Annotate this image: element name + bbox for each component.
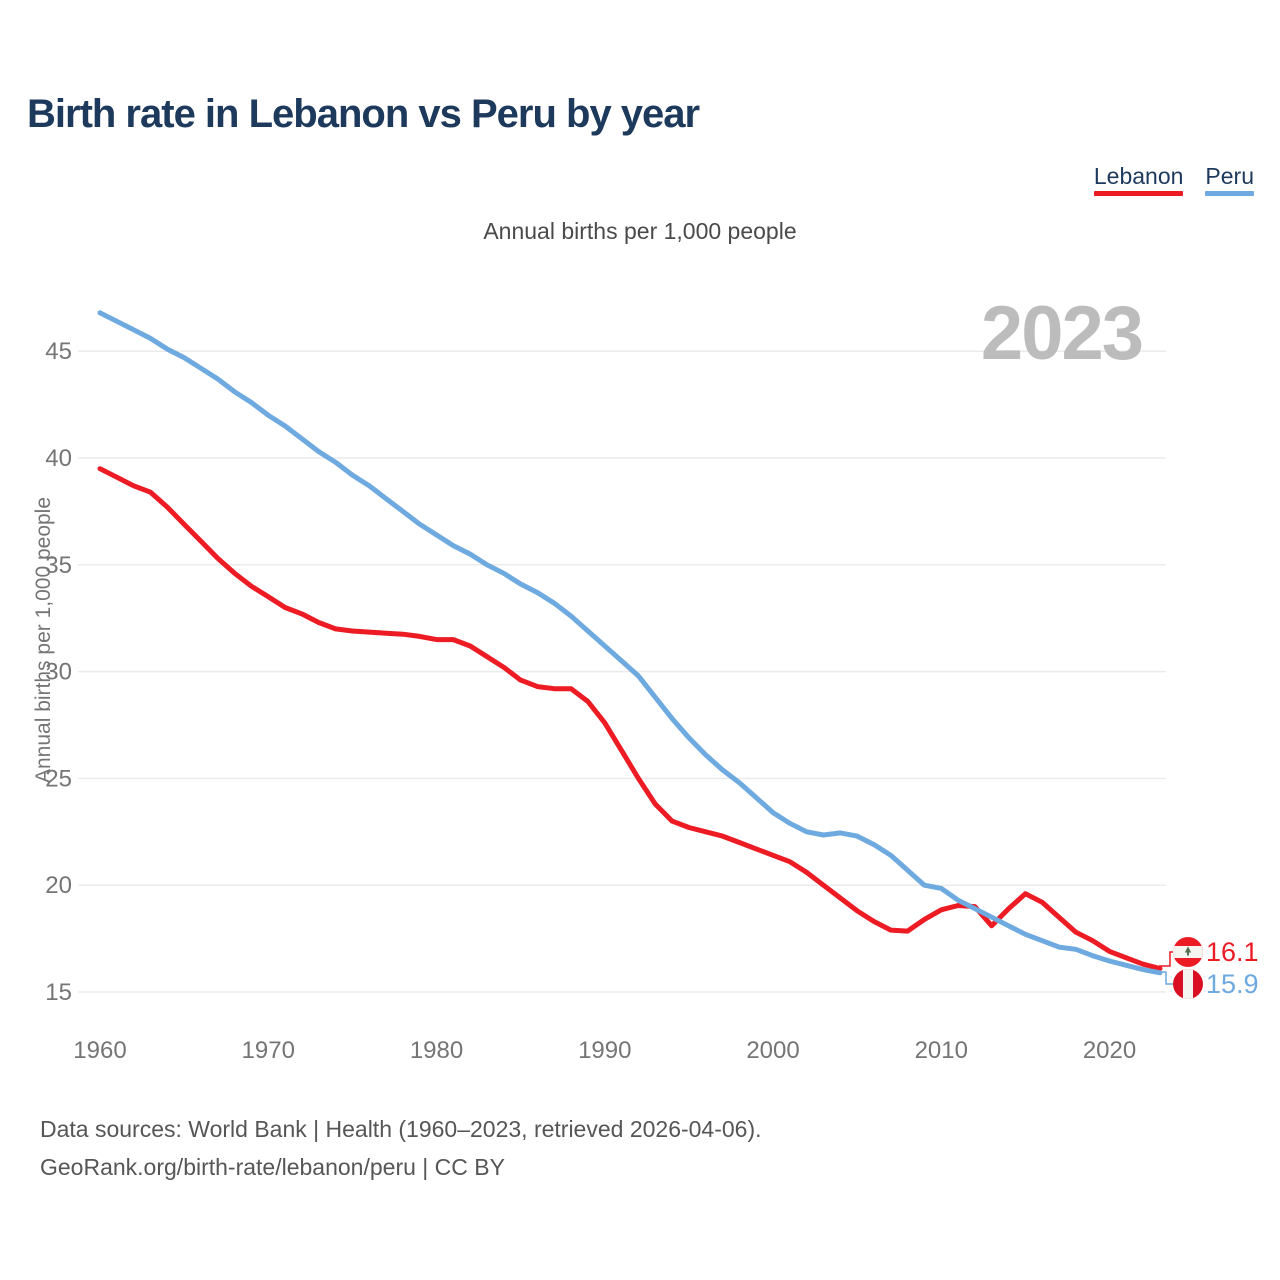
footer-url: GeoRank.org/birth-rate/lebanon/peru | CC… — [40, 1154, 505, 1180]
y-tick-30: 30 — [45, 659, 72, 686]
x-tick-2000: 2000 — [746, 1037, 799, 1064]
legend-label-peru: Peru — [1205, 163, 1254, 189]
page-title: Birth rate in Lebanon vs Peru by year — [27, 92, 700, 136]
y-tick-40: 40 — [45, 445, 72, 472]
series-line-peru[interactable] — [97, 310, 1163, 976]
y-tick-25: 25 — [45, 765, 72, 792]
series-line-lebanon[interactable] — [97, 466, 1163, 971]
y-tick-35: 35 — [45, 552, 72, 579]
y-tick-45: 45 — [45, 338, 72, 365]
y-tick-15: 15 — [45, 979, 72, 1006]
lebanon-end-value: 16.1 — [1206, 937, 1259, 967]
x-tick-1980: 1980 — [410, 1037, 463, 1064]
x-tick-2010: 2010 — [915, 1037, 968, 1064]
y-tick-20: 20 — [45, 872, 72, 899]
x-tick-1970: 1970 — [242, 1037, 295, 1064]
legend-swatch-lebanon — [1093, 191, 1184, 196]
legend: Lebanon Peru — [1093, 163, 1254, 196]
legend-label-lebanon: Lebanon — [1093, 163, 1184, 189]
peru-flag-icon — [1173, 969, 1203, 999]
x-tick-1960: 1960 — [73, 1037, 126, 1064]
x-tick-2020: 2020 — [1083, 1037, 1136, 1064]
lebanon-connector-line — [1159, 951, 1173, 967]
watermark-year: 2023 — [981, 291, 1142, 376]
footer-sources: Data sources: World Bank | Health (1960–… — [40, 1116, 762, 1142]
chart-subtitle: Annual births per 1,000 people — [483, 218, 797, 244]
lebanon-flag-icon — [1173, 937, 1203, 967]
footer: Data sources: World Bank | Health (1960–… — [40, 1110, 762, 1186]
legend-item-lebanon[interactable]: Lebanon — [1093, 163, 1184, 196]
peru-end-value: 15.9 — [1206, 969, 1259, 999]
legend-swatch-peru — [1205, 191, 1254, 196]
x-tick-1990: 1990 — [578, 1037, 631, 1064]
legend-item-peru[interactable]: Peru — [1205, 164, 1254, 196]
peru-connector-line — [1159, 971, 1173, 985]
